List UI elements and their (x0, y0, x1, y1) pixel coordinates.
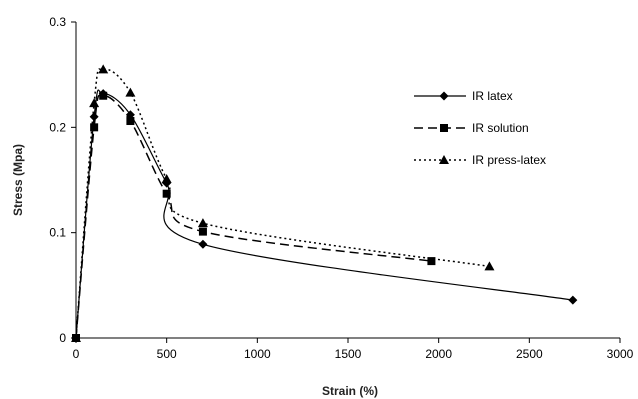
data-point-triangle (197, 218, 208, 228)
series-markers (71, 64, 578, 343)
data-point-diamond (125, 110, 135, 120)
axes (75, 22, 620, 339)
y-tick-label: 0.2 (49, 120, 66, 134)
y-axis-title: Stress (Mpa) (11, 144, 25, 216)
data-point-square (198, 227, 207, 236)
y-tick-label: 0 (59, 331, 66, 345)
legend-marker-triangle (439, 155, 449, 164)
data-point-triangle (98, 64, 109, 74)
series-line-2 (75, 94, 432, 339)
series-line-3 (75, 68, 490, 339)
data-point-triangle (125, 87, 136, 97)
data-point-square (427, 257, 436, 266)
legend-label-2: IR solution (472, 121, 529, 135)
legend-label-3: IR press-latex (472, 153, 546, 167)
x-tick-label: 500 (157, 347, 177, 361)
legend-marker-square (440, 124, 448, 132)
legend-label-1: IR latex (472, 89, 513, 103)
x-tick-label: 2000 (425, 347, 452, 361)
x-tick-label: 1000 (244, 347, 271, 361)
data-point-diamond (89, 112, 99, 122)
data-point-square (126, 117, 135, 126)
x-axis-title: Strain (%) (322, 384, 378, 398)
data-point-triangle (484, 261, 495, 271)
data-point-diamond (568, 295, 578, 305)
data-point-square (99, 91, 108, 100)
series-lines (75, 68, 573, 339)
data-point-diamond (198, 239, 208, 249)
data-point-triangle (161, 173, 172, 183)
data-point-square (90, 123, 99, 132)
y-tick-label: 0.3 (49, 15, 66, 29)
legend-marker-diamond (439, 91, 449, 101)
series-line-1 (75, 89, 573, 339)
tick-labels: 0 0.1 0.2 0.3 0 500 1000 1500 2000 2500 3000 (49, 15, 633, 361)
x-tick-label: 3000 (607, 347, 634, 361)
y-tick-label: 0.1 (49, 226, 66, 240)
legend: IR latex IR solution IR press-latex (414, 89, 546, 167)
data-point-triangle (71, 333, 81, 342)
x-tick-label: 0 (73, 347, 80, 361)
data-point-square (162, 189, 171, 198)
x-tick-label: 2500 (516, 347, 543, 361)
data-point-triangle (89, 98, 100, 108)
x-tick-label: 1500 (335, 347, 362, 361)
